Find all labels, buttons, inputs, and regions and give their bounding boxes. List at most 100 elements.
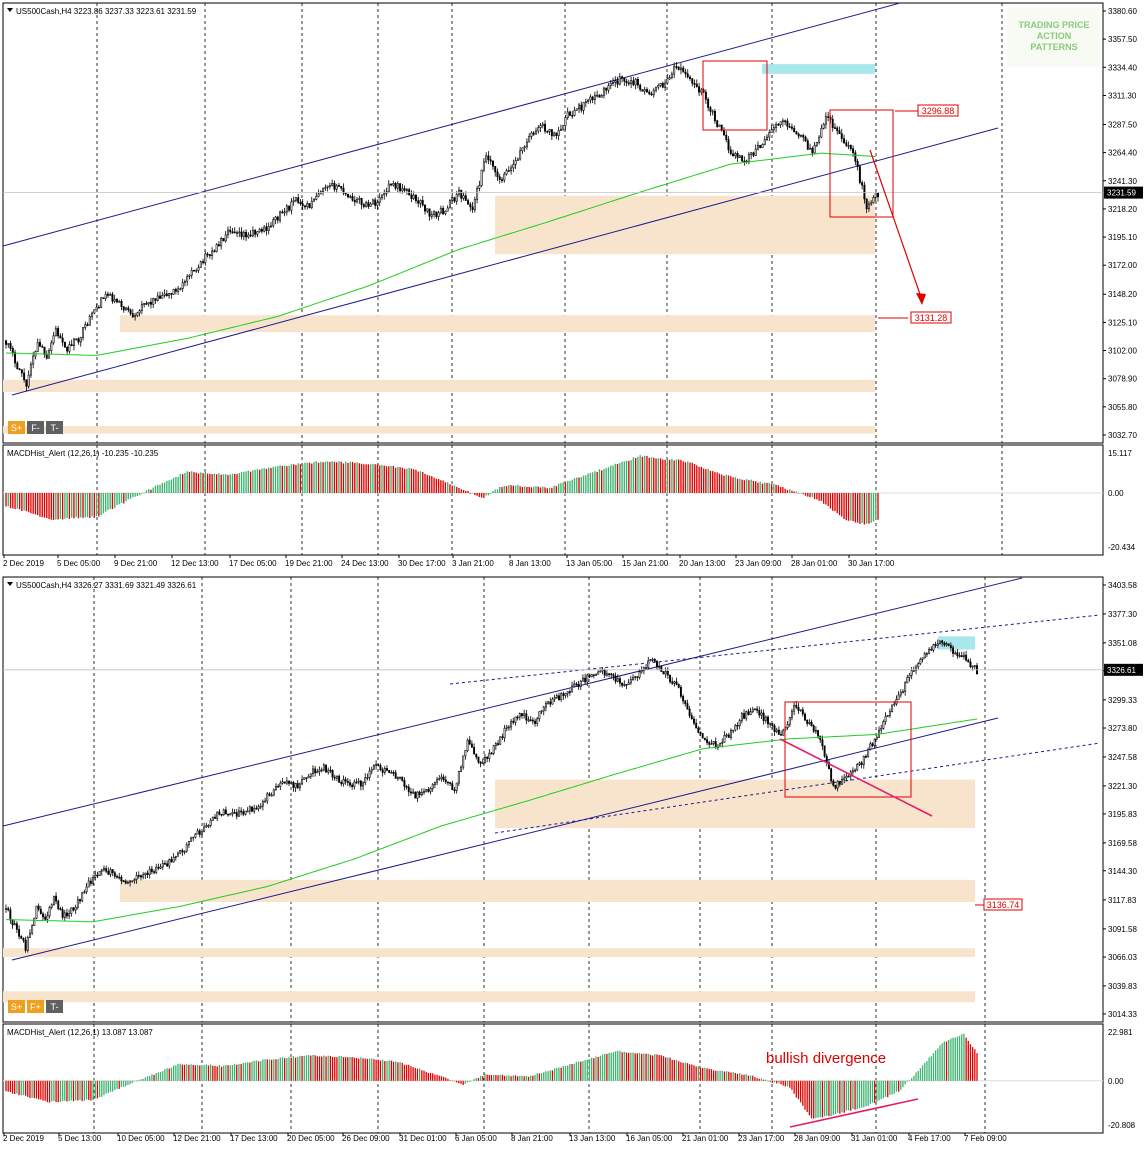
macd-bar — [714, 472, 716, 493]
macd-bar — [932, 1053, 935, 1081]
macd-bar — [651, 1055, 654, 1081]
chart-toolbar-button[interactable] — [27, 1000, 44, 1013]
candle-body — [353, 199, 356, 203]
candle-body — [943, 642, 946, 646]
macd-bar — [406, 468, 408, 493]
candle-body — [847, 775, 850, 778]
candle-body — [845, 142, 848, 146]
macd-bar — [586, 1059, 588, 1081]
macd-bar — [292, 1056, 295, 1081]
macd-bar — [166, 481, 168, 493]
candle-body — [126, 881, 129, 884]
candle-body — [146, 872, 149, 876]
macd-bar — [272, 466, 274, 493]
candle-body — [673, 681, 676, 684]
candle-body — [409, 791, 412, 794]
chart-toolbar-button[interactable] — [8, 1000, 25, 1013]
candle-body — [129, 309, 132, 314]
macd-bar — [688, 1064, 691, 1081]
candle-body — [236, 232, 239, 234]
macd-bar — [827, 492, 829, 507]
candle-body — [648, 91, 651, 95]
candle-body — [598, 94, 601, 98]
candle-body — [183, 280, 186, 284]
candle-body — [444, 779, 447, 783]
macd-bar — [437, 478, 440, 493]
candle-body — [408, 189, 411, 196]
macd-bar — [440, 480, 442, 493]
candle-body — [75, 338, 78, 341]
macd-bar — [125, 1080, 127, 1087]
macd-bar — [841, 492, 843, 517]
candle-body — [590, 674, 593, 678]
chart-toolbar-button-label: F+ — [30, 1002, 41, 1012]
target-high-box — [917, 104, 959, 117]
candle-body — [750, 152, 753, 155]
macd-bar — [508, 485, 510, 493]
macd-bar — [98, 492, 100, 517]
candle-body — [743, 160, 746, 163]
chart-toolbar-button[interactable] — [46, 421, 63, 434]
candle-body — [423, 790, 425, 793]
macd-bar — [675, 459, 678, 493]
candle-body — [217, 244, 220, 247]
candle-body — [329, 769, 332, 772]
candle-body — [394, 772, 397, 779]
macd-bar — [475, 1077, 477, 1081]
macd-bar — [98, 1080, 101, 1098]
macd-bar — [68, 1080, 70, 1101]
macd-bar — [697, 1066, 699, 1081]
chart-toolbar-button[interactable] — [8, 421, 25, 434]
candle-body — [124, 880, 127, 884]
candle-body — [632, 677, 634, 680]
macd-bar — [268, 467, 270, 493]
macd-bar — [68, 492, 71, 519]
macd-bar — [941, 1043, 943, 1081]
candle-body — [623, 684, 626, 686]
chart-toolbar-button[interactable] — [27, 421, 44, 434]
macd-bar — [662, 1056, 665, 1081]
candle-body — [490, 752, 493, 755]
macd-bar — [18, 1080, 20, 1096]
candle-body — [547, 701, 550, 704]
candle-body — [766, 136, 768, 140]
macd-bar — [682, 461, 684, 493]
macd-bar — [850, 492, 852, 521]
macd-bar — [510, 485, 512, 493]
candle-body — [854, 152, 857, 162]
macd-bar — [658, 1055, 660, 1081]
macd-bar — [344, 1057, 347, 1081]
candle-body — [480, 169, 483, 186]
macd-bar — [495, 1075, 497, 1081]
macd-bar — [397, 1062, 399, 1081]
candle-body — [414, 791, 417, 799]
candle-body — [290, 782, 293, 784]
macd-bar — [458, 1080, 460, 1084]
divergence-indicator-line — [789, 1098, 919, 1128]
candle-body — [479, 761, 482, 764]
candle-body — [707, 99, 710, 108]
macd-bar — [215, 474, 218, 493]
chart-panel-2: 3136.743403.583377.303351.083325.803299.… — [2, 576, 1143, 1143]
candle-body — [822, 123, 825, 129]
macd-bar — [902, 1080, 904, 1088]
candle-body — [272, 219, 275, 227]
macd-bar — [375, 1059, 377, 1081]
candle-body — [145, 303, 148, 305]
macd-bar — [830, 1080, 832, 1117]
macd-bar — [532, 1075, 534, 1081]
macd-bar — [277, 466, 279, 493]
macd-bar — [974, 1049, 976, 1081]
macd-bar — [768, 482, 770, 493]
chart-toolbar-button[interactable] — [46, 1000, 63, 1013]
macd-bar — [533, 486, 535, 493]
candle-body — [416, 791, 419, 799]
candle-body — [161, 295, 164, 299]
candle-body — [455, 782, 458, 791]
candle-body — [18, 368, 21, 371]
candle-body — [253, 807, 256, 812]
candle-body — [118, 301, 121, 303]
candle-body — [662, 671, 665, 675]
candle-body — [207, 825, 210, 827]
candle-body — [296, 783, 299, 789]
